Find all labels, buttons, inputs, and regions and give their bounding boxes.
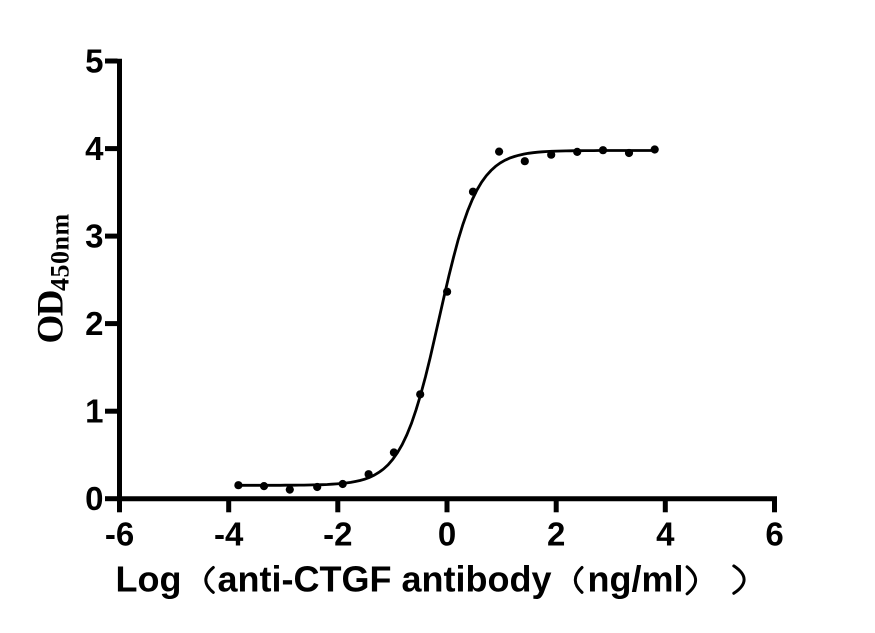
svg-text:0: 0 xyxy=(85,480,103,517)
svg-text:0: 0 xyxy=(438,516,456,553)
svg-text:1: 1 xyxy=(85,393,103,430)
svg-text:-6: -6 xyxy=(105,516,134,553)
svg-text:anti-CTGF antibody: anti-CTGF antibody xyxy=(218,559,552,600)
svg-text:-4: -4 xyxy=(214,516,244,553)
svg-text:Log: Log xyxy=(116,559,182,600)
svg-text:4: 4 xyxy=(85,130,104,167)
svg-text:ng/ml: ng/ml xyxy=(588,559,684,600)
svg-text:4: 4 xyxy=(656,516,675,553)
svg-text:2: 2 xyxy=(547,516,565,553)
svg-text:5: 5 xyxy=(85,43,103,80)
svg-text:-2: -2 xyxy=(323,516,352,553)
svg-text:6: 6 xyxy=(765,516,783,553)
svg-text:2: 2 xyxy=(85,305,103,342)
svg-text:3: 3 xyxy=(85,218,103,255)
